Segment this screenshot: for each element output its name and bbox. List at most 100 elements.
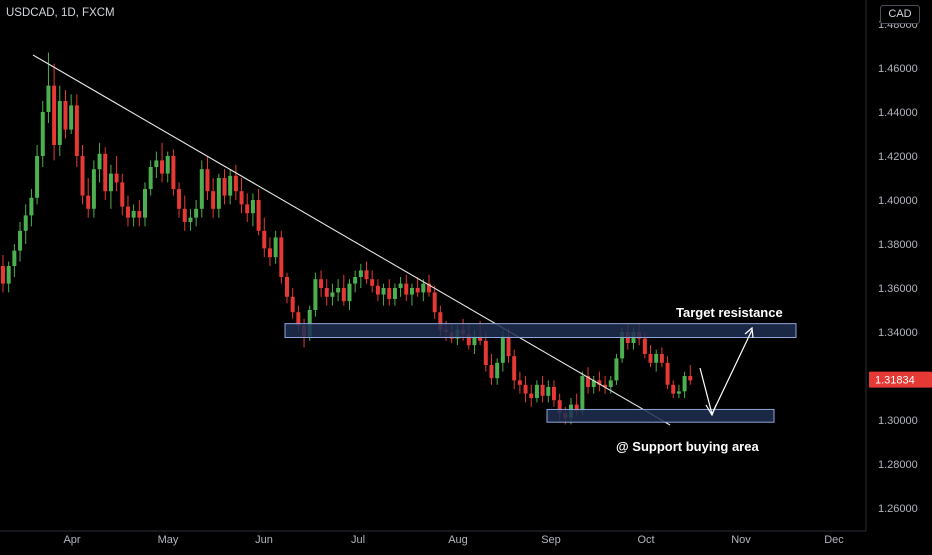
candle-body — [239, 191, 244, 205]
candle — [381, 283, 386, 306]
candle — [330, 283, 335, 306]
resistance-zone — [284, 323, 797, 339]
candle — [654, 349, 659, 372]
candle-body — [160, 160, 165, 174]
candle — [1, 255, 5, 293]
candle — [404, 274, 409, 302]
candle-body — [205, 169, 210, 192]
candle-body — [97, 153, 102, 170]
last-price-tag: 1.31834 — [869, 371, 932, 388]
candle-body — [319, 279, 324, 288]
candle-body — [387, 288, 392, 299]
time-axis[interactable]: Apr May Jun Jul Aug Sep Oct Nov Dec — [63, 534, 844, 546]
candle-body — [222, 178, 227, 196]
candle — [285, 272, 289, 304]
y-tick-label: 1.28000 — [878, 459, 918, 471]
candle — [648, 345, 653, 368]
x-tick-label: May — [158, 534, 179, 546]
candle-body — [63, 101, 68, 130]
candle — [103, 147, 108, 200]
candle — [29, 189, 34, 227]
candle-body — [648, 354, 653, 363]
candle-body — [57, 101, 62, 145]
candle-body — [313, 279, 318, 310]
candle — [91, 160, 96, 218]
candle-body — [489, 365, 494, 379]
candle-body — [182, 208, 187, 222]
candle-body — [523, 384, 528, 394]
candle — [523, 376, 528, 403]
candle-body — [211, 191, 216, 209]
candle-body — [370, 279, 375, 286]
candle-body — [500, 336, 505, 363]
candle-body — [614, 358, 619, 381]
candle — [387, 279, 392, 306]
candle — [682, 371, 687, 398]
candle-body — [80, 156, 85, 196]
symbol-title[interactable]: USDCAD, 1D, FXCM — [6, 7, 115, 19]
candle-body — [199, 169, 204, 209]
candle — [591, 376, 596, 394]
candle-body — [216, 178, 221, 209]
currency-button[interactable]: CAD — [880, 5, 920, 24]
candle-body — [478, 336, 483, 341]
candle-body — [409, 288, 414, 295]
candle-body — [404, 283, 409, 295]
y-tick-label: 1.44000 — [878, 107, 918, 119]
candle-body — [143, 189, 147, 218]
x-tick-label: Dec — [824, 534, 844, 546]
candle-body — [529, 393, 534, 398]
candle-body — [341, 288, 346, 302]
candle-body — [285, 277, 289, 297]
candle-body — [267, 248, 272, 258]
candle — [659, 347, 664, 368]
target-resistance-label: Target resistance — [676, 305, 783, 320]
candle-body — [671, 384, 676, 394]
candle — [245, 193, 250, 222]
candle — [18, 222, 23, 262]
candle-body — [427, 283, 431, 293]
candle-body — [534, 384, 539, 398]
candle — [6, 261, 11, 293]
price-axis[interactable]: 1.480001.460001.440001.420001.400001.380… — [878, 19, 918, 515]
candle — [324, 279, 329, 306]
candle — [273, 230, 278, 264]
candle-body — [557, 400, 562, 414]
candlestick-series — [1, 52, 693, 425]
candle-body — [228, 175, 233, 196]
candle — [12, 244, 17, 277]
y-tick-label: 1.40000 — [878, 195, 918, 207]
candle — [23, 204, 28, 244]
candle-body — [676, 391, 681, 394]
candle-body — [250, 200, 255, 214]
candle — [432, 285, 437, 319]
candle-body — [12, 250, 17, 266]
candle-body — [432, 292, 437, 313]
candle — [671, 380, 676, 398]
candle — [676, 384, 681, 398]
candle-body — [540, 384, 545, 396]
candle — [222, 169, 227, 205]
candle — [148, 160, 153, 196]
candle-body — [438, 312, 443, 330]
y-tick-label: 1.36000 — [878, 283, 918, 295]
candle — [614, 354, 619, 385]
candle — [52, 63, 57, 161]
candle — [517, 371, 522, 394]
candle — [143, 182, 147, 227]
candle — [120, 173, 125, 216]
candle-body — [620, 332, 625, 359]
candle — [137, 200, 142, 227]
candle-body — [364, 270, 369, 280]
candle — [290, 288, 295, 319]
candle-body — [108, 173, 113, 192]
candle — [250, 193, 255, 227]
arrow-up-icon — [744, 326, 754, 339]
candle-body — [52, 85, 57, 145]
candle-body — [69, 105, 74, 130]
candle-body — [103, 153, 108, 192]
candle-body — [330, 292, 335, 297]
x-tick-label: Jun — [255, 534, 273, 546]
